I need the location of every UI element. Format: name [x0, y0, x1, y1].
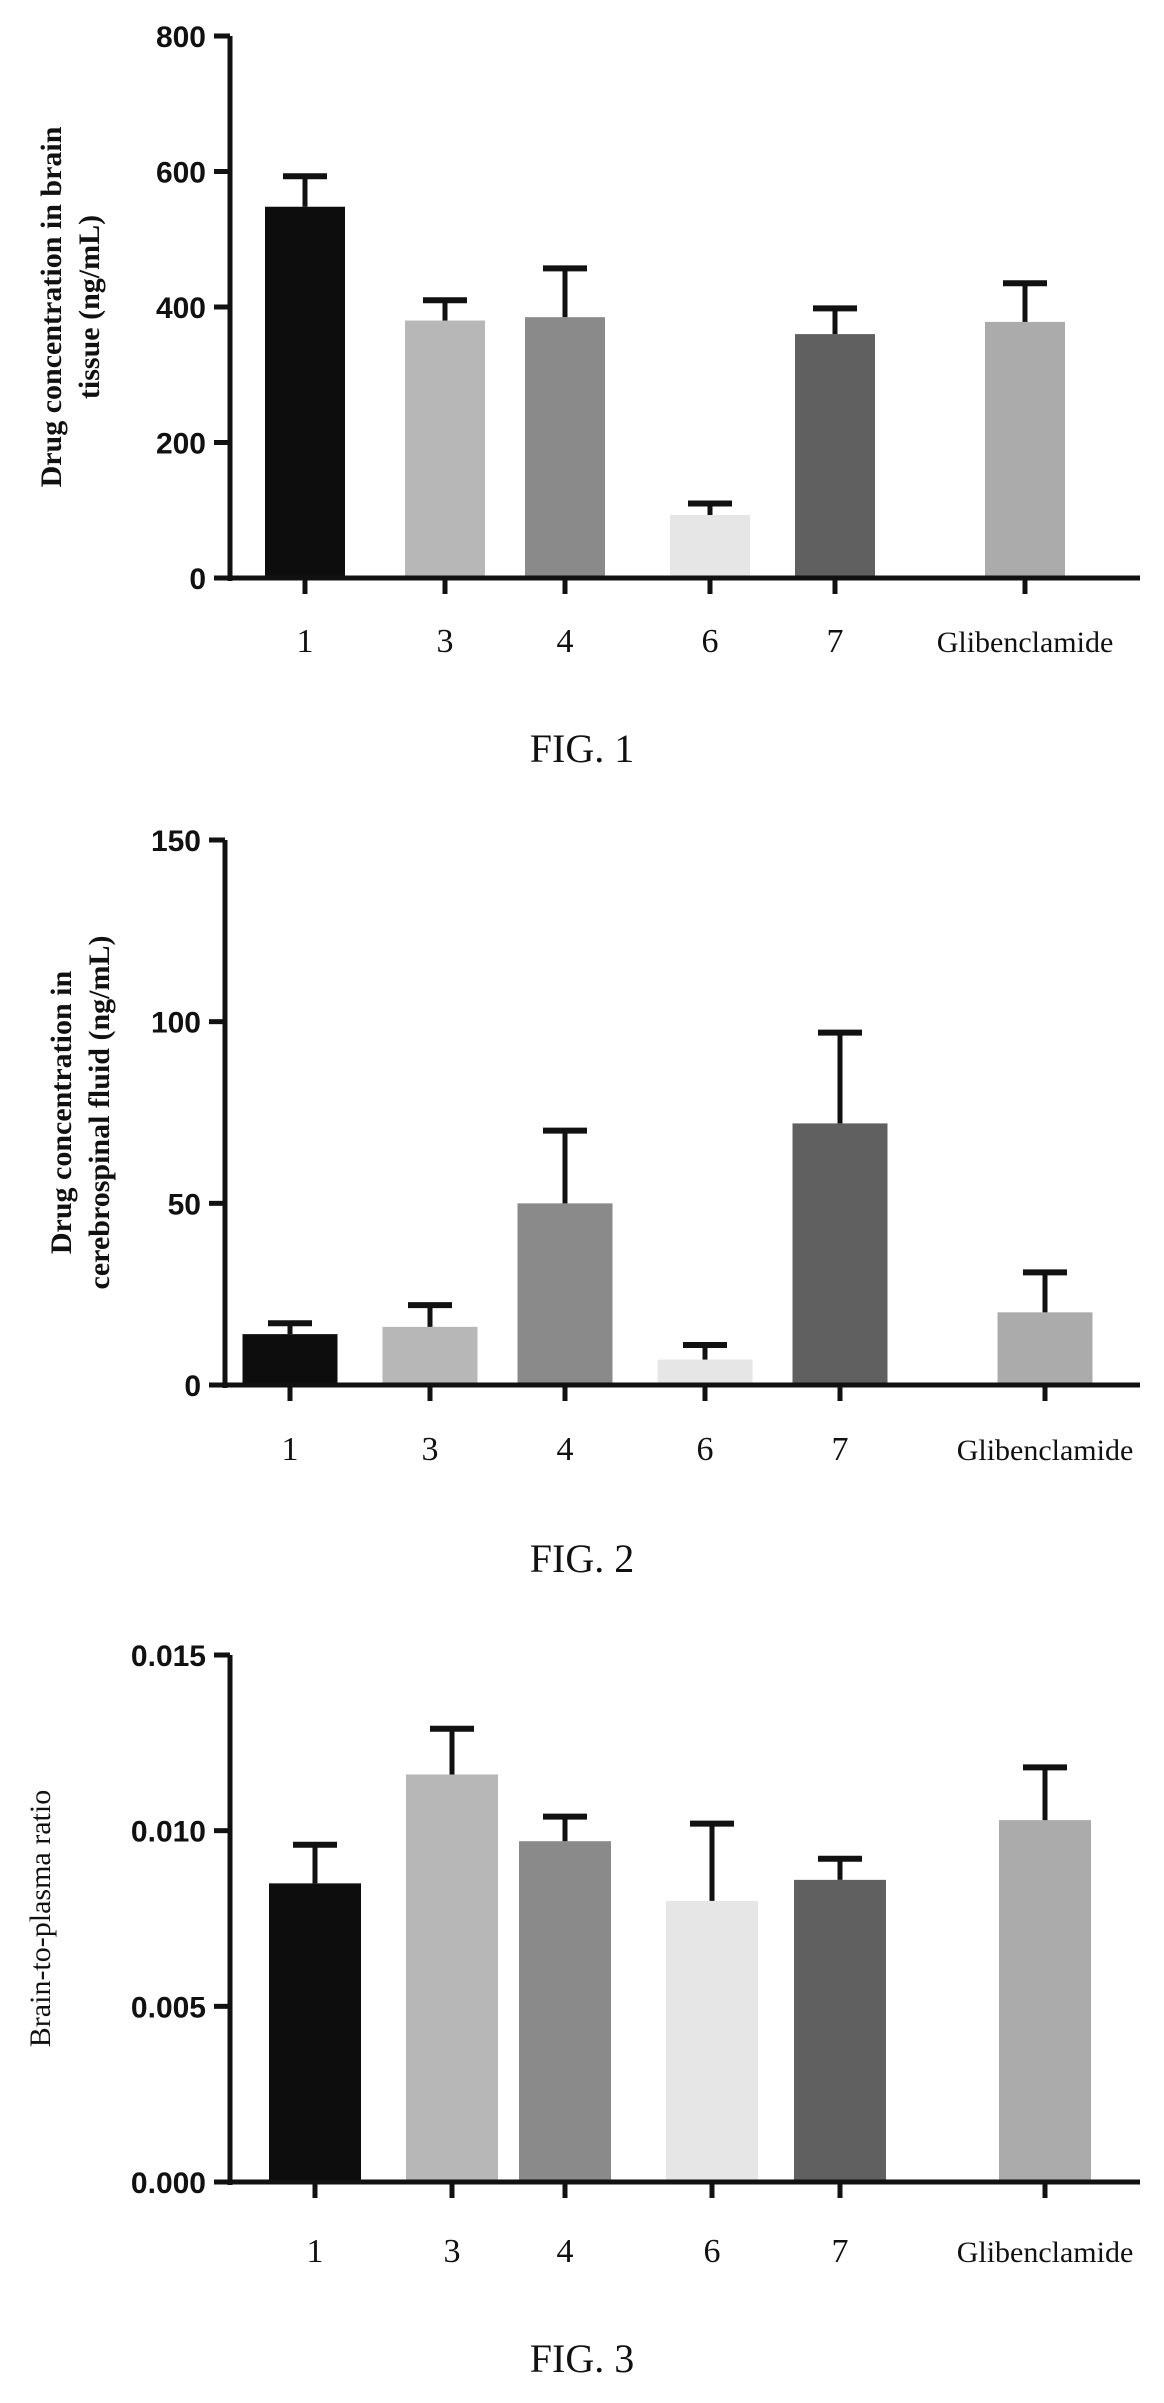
- x-tick-label-4: 7: [827, 623, 844, 660]
- bar-3: [666, 1900, 758, 2182]
- y-axis-title-line-0: Drug concentration in: [45, 971, 78, 1255]
- chart-fig-2: 0 50 100 150 1 3 4 6 7 Glibenclamide Drug concentr…: [45, 825, 1140, 1581]
- y-tick-label-3: 600: [156, 157, 206, 190]
- bar-1: [382, 1326, 478, 1385]
- x-tick-label-0: 1: [307, 2233, 324, 2270]
- x-tick-label-1: 3: [437, 623, 454, 660]
- y-tick-label-0: 0: [184, 1370, 201, 1403]
- y-tick-label-0: 0: [189, 563, 206, 596]
- x-tick-label-2: 4: [557, 1431, 574, 1468]
- bar-4: [795, 334, 875, 578]
- y-tick-label-2: 100: [151, 1007, 201, 1040]
- bar-0: [242, 1334, 338, 1385]
- y-axis-title-line-1: tissue (ng/mL): [73, 215, 106, 399]
- bar-0: [265, 206, 345, 579]
- y-tick-label-0: 0.000: [131, 2167, 206, 2200]
- bar-1: [405, 320, 485, 578]
- bar-3: [670, 514, 750, 578]
- y-tick-label-2: 400: [156, 292, 206, 325]
- x-tick-label-1: 3: [422, 1431, 439, 1468]
- x-tick-label-2: 4: [557, 623, 574, 660]
- y-tick-label-1: 50: [168, 1188, 201, 1221]
- x-tick-label-0: 1: [297, 623, 314, 660]
- y-axis-title-line-0: Brain-to-plasma ratio: [24, 1790, 57, 2047]
- x-tick-label-3: 6: [697, 1431, 714, 1468]
- bar-3: [657, 1359, 753, 1385]
- bar-4: [794, 1879, 886, 2182]
- x-tick-label-1: 3: [444, 2233, 461, 2270]
- bar-2: [525, 317, 605, 578]
- x-tick-label-5: Glibenclamide: [937, 626, 1114, 659]
- bar-4: [792, 1123, 888, 1385]
- x-tick-label-4: 7: [832, 2233, 849, 2270]
- chart-fig-3: 0.000 0.005 0.010 0.015 1 3 4 6 7 Glibenclamide Br…: [24, 1640, 1140, 2381]
- bar-2: [519, 1841, 611, 2182]
- x-tick-label-3: 6: [704, 2233, 721, 2270]
- bar-2: [517, 1203, 613, 1385]
- figure-caption: FIG. 3: [530, 2336, 634, 2381]
- y-tick-label-3: 0.015: [131, 1640, 206, 1673]
- bar-5: [985, 321, 1065, 578]
- x-tick-label-5: Glibenclamide: [957, 2236, 1134, 2269]
- x-tick-label-0: 1: [282, 1431, 299, 1468]
- y-tick-label-2: 0.010: [131, 1816, 206, 1849]
- y-axis-title-line-0: Drug concentration in brain: [35, 126, 68, 487]
- bar-1: [406, 1774, 498, 2182]
- y-tick-label-4: 800: [156, 21, 206, 54]
- bar-0: [269, 1883, 361, 2182]
- figure-caption: FIG. 2: [530, 1536, 634, 1581]
- y-tick-label-1: 200: [156, 428, 206, 461]
- x-tick-label-5: Glibenclamide: [957, 1434, 1134, 1467]
- figure-caption: FIG. 1: [530, 726, 634, 771]
- bar-5: [999, 1820, 1091, 2182]
- x-tick-label-3: 6: [702, 623, 719, 660]
- bar-5: [997, 1312, 1093, 1385]
- chart-fig-1: 0 200 400 600 800 1 3 4 6 7 Glibenclamide Drug conc…: [35, 21, 1140, 771]
- x-tick-label-4: 7: [832, 1431, 849, 1468]
- y-axis-title-line-1: cerebrospinal fluid (ng/mL): [83, 936, 116, 1290]
- y-tick-label-3: 150: [151, 825, 201, 858]
- x-tick-label-2: 4: [557, 2233, 574, 2270]
- y-tick-label-1: 0.005: [131, 1991, 206, 2024]
